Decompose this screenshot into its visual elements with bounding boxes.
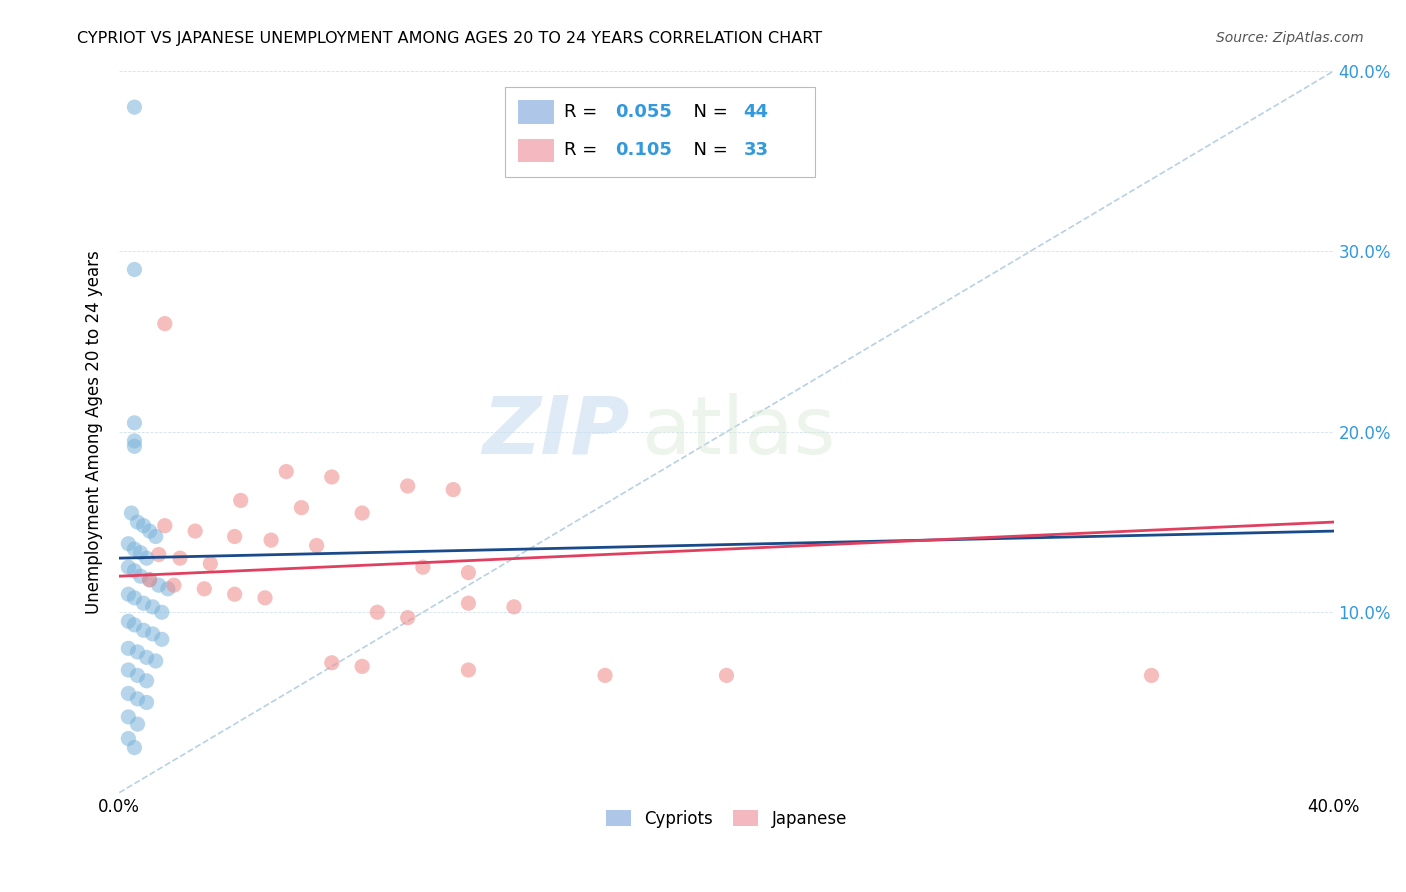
- Point: [129, 569, 152, 583]
- Point: [503, 599, 526, 614]
- Point: [124, 439, 146, 453]
- Point: [441, 483, 464, 497]
- Point: [169, 551, 191, 566]
- Point: [142, 599, 165, 614]
- Point: [124, 542, 146, 557]
- Point: [132, 518, 155, 533]
- Point: [135, 551, 157, 566]
- Point: [127, 717, 149, 731]
- Text: 0.055: 0.055: [614, 103, 672, 121]
- Text: 0.105: 0.105: [614, 142, 672, 160]
- Point: [124, 262, 146, 277]
- FancyBboxPatch shape: [517, 138, 554, 162]
- Point: [120, 506, 142, 520]
- Point: [145, 654, 167, 668]
- Point: [305, 539, 328, 553]
- Point: [150, 605, 173, 619]
- Point: [135, 696, 157, 710]
- Point: [352, 506, 374, 520]
- Point: [117, 614, 139, 628]
- Point: [124, 740, 146, 755]
- Point: [129, 546, 152, 560]
- Point: [412, 560, 434, 574]
- Point: [117, 710, 139, 724]
- Point: [117, 663, 139, 677]
- Point: [135, 650, 157, 665]
- Text: R =: R =: [564, 142, 603, 160]
- Point: [132, 596, 155, 610]
- Point: [117, 587, 139, 601]
- Point: [127, 691, 149, 706]
- Point: [253, 591, 276, 605]
- Y-axis label: Unemployment Among Ages 20 to 24 years: Unemployment Among Ages 20 to 24 years: [86, 250, 103, 614]
- Point: [117, 560, 139, 574]
- Point: [366, 605, 388, 619]
- Point: [156, 582, 179, 596]
- Point: [1140, 668, 1163, 682]
- Text: 33: 33: [744, 142, 769, 160]
- Point: [117, 686, 139, 700]
- Point: [124, 564, 146, 578]
- Point: [127, 515, 149, 529]
- Point: [117, 641, 139, 656]
- Point: [457, 663, 479, 677]
- Point: [124, 618, 146, 632]
- Point: [321, 656, 343, 670]
- Text: Source: ZipAtlas.com: Source: ZipAtlas.com: [1216, 31, 1364, 45]
- FancyBboxPatch shape: [517, 100, 554, 124]
- Text: atlas: atlas: [641, 392, 835, 471]
- Point: [124, 416, 146, 430]
- Point: [145, 529, 167, 543]
- Point: [153, 518, 176, 533]
- Point: [150, 632, 173, 647]
- Legend: Cypriots, Japanese: Cypriots, Japanese: [599, 804, 853, 835]
- Point: [224, 587, 246, 601]
- Point: [148, 578, 170, 592]
- Point: [396, 610, 419, 624]
- Point: [148, 548, 170, 562]
- Point: [716, 668, 738, 682]
- Point: [127, 645, 149, 659]
- Text: N =: N =: [682, 103, 733, 121]
- Point: [396, 479, 419, 493]
- Point: [132, 624, 155, 638]
- Point: [321, 470, 343, 484]
- Point: [229, 493, 252, 508]
- Point: [124, 100, 146, 114]
- Point: [352, 659, 374, 673]
- Point: [184, 524, 207, 538]
- Point: [593, 668, 616, 682]
- Point: [117, 537, 139, 551]
- Point: [457, 596, 479, 610]
- FancyBboxPatch shape: [505, 87, 815, 178]
- Point: [193, 582, 215, 596]
- Text: ZIP: ZIP: [482, 392, 630, 471]
- Point: [163, 578, 186, 592]
- Point: [260, 533, 283, 547]
- Point: [138, 524, 160, 538]
- Point: [124, 591, 146, 605]
- Point: [124, 434, 146, 448]
- Point: [290, 500, 312, 515]
- Point: [457, 566, 479, 580]
- Point: [135, 673, 157, 688]
- Point: [138, 573, 160, 587]
- Text: CYPRIOT VS JAPANESE UNEMPLOYMENT AMONG AGES 20 TO 24 YEARS CORRELATION CHART: CYPRIOT VS JAPANESE UNEMPLOYMENT AMONG A…: [77, 31, 823, 46]
- Point: [276, 465, 298, 479]
- Point: [138, 573, 160, 587]
- Point: [153, 317, 176, 331]
- Point: [117, 731, 139, 746]
- Point: [200, 557, 222, 571]
- Text: R =: R =: [564, 103, 603, 121]
- Point: [142, 627, 165, 641]
- Point: [127, 668, 149, 682]
- Text: N =: N =: [682, 142, 733, 160]
- Point: [224, 529, 246, 543]
- Text: 44: 44: [744, 103, 769, 121]
